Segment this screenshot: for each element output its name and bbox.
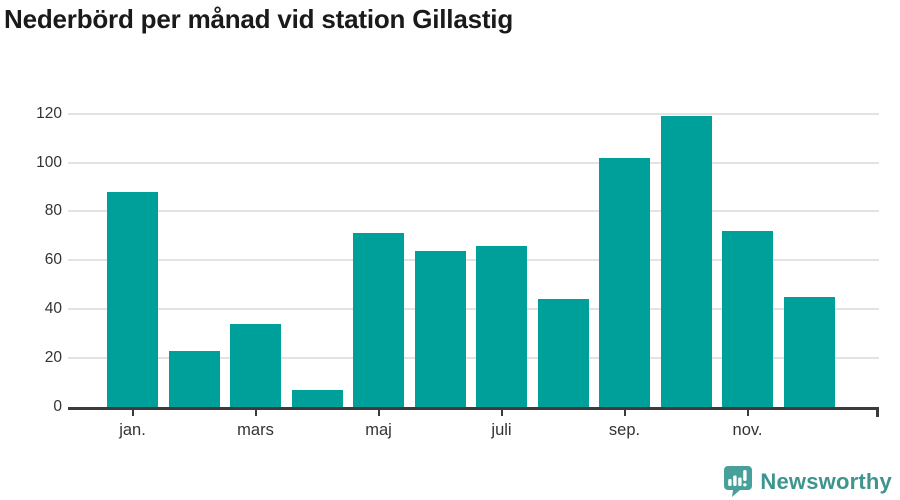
- chart-title: Nederbörd per månad vid station Gillasti…: [4, 4, 514, 34]
- plot-area: 0 20 40 60 80 100 120 jan. mars maj juli sep. nov.: [36, 104, 879, 439]
- y-tick-label-0: 0: [53, 398, 62, 415]
- y-tick-label-60: 60: [44, 251, 62, 269]
- gridline-y-20: [68, 357, 879, 360]
- x-tick-sep: [623, 410, 626, 416]
- x-tick-jan: [131, 410, 134, 416]
- x-tick-label-nov: nov.: [732, 421, 763, 439]
- bar-month-7: [476, 245, 527, 407]
- bar-month-1: [107, 191, 158, 407]
- bar-month-12: [783, 296, 835, 407]
- gridline-y-100: [68, 161, 879, 164]
- x-tick-label-sep: sep.: [608, 421, 641, 439]
- gridline-y-80: [68, 210, 879, 213]
- x-tick-label-juli: juli: [491, 421, 512, 439]
- bar-month-11: [722, 230, 773, 407]
- x-axis-line: [68, 407, 879, 410]
- gridline-y-60: [68, 259, 879, 262]
- bar-month-5: [353, 233, 404, 407]
- gridline-y-40: [68, 308, 879, 311]
- newsworthy-branding: Newsworthy: [721, 465, 892, 498]
- bar-month-3: [230, 323, 281, 407]
- x-tick-label-jan: jan.: [119, 421, 146, 439]
- bar-month-6: [414, 250, 466, 407]
- bar-month-4: [291, 389, 343, 407]
- bar-month-10: [660, 116, 712, 407]
- x-tick-juli: [500, 410, 503, 416]
- x-tick-mars: [254, 410, 257, 416]
- y-tick-label-120: 120: [36, 104, 62, 122]
- gridline-y-120: [68, 112, 879, 115]
- newsworthy-logo-icon: [724, 466, 753, 497]
- y-tick-label-100: 100: [36, 153, 62, 171]
- y-tick-label-80: 80: [44, 202, 62, 220]
- x-tick-nov: [746, 410, 749, 416]
- y-tick-label-40: 40: [44, 300, 62, 318]
- y-tick-label-20: 20: [44, 349, 62, 367]
- x-tick-maj: [377, 410, 380, 416]
- bar-month-8: [537, 299, 589, 407]
- x-tick-label-maj: maj: [365, 421, 392, 439]
- newsworthy-logo-text: Newsworthy: [760, 468, 892, 494]
- bar-month-2: [168, 350, 220, 407]
- bar-month-9: [599, 157, 650, 407]
- x-axis-end-tick: [876, 407, 879, 417]
- x-tick-label-mars: mars: [237, 421, 274, 439]
